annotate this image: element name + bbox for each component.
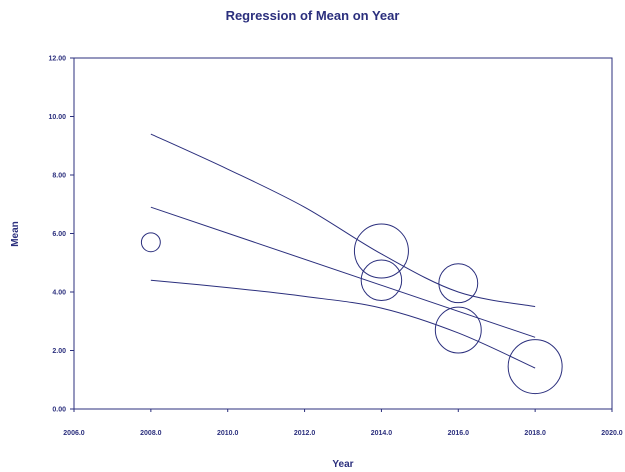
x-tick-label: 2018.0 [524, 430, 546, 437]
x-tick-label: 2006.0 [63, 430, 85, 437]
y-tick-label: 0.00 [52, 407, 66, 414]
y-axis-title: Mean [10, 221, 21, 247]
y-tick-label: 8.00 [52, 173, 66, 180]
data-point [438, 263, 479, 304]
regression-line [150, 206, 536, 338]
x-axis-title: Year [332, 459, 353, 470]
x-tick-label: 2012.0 [294, 430, 316, 437]
y-tick-label: 10.00 [48, 114, 66, 121]
y-tick-label: 12.00 [48, 56, 66, 63]
data-point [360, 259, 403, 302]
lower-confidence-band [150, 279, 536, 369]
chart-title: Regression of Mean on Year [225, 8, 400, 23]
x-tick-label: 2020.0 [601, 430, 623, 437]
data-point [507, 339, 563, 395]
confidence-bands [150, 133, 536, 369]
y-tick-label: 2.00 [52, 348, 66, 355]
data-point [140, 232, 161, 253]
y-tick-label: 6.00 [52, 231, 66, 238]
y-tick-label: 4.00 [52, 290, 66, 297]
data-point [434, 306, 482, 354]
x-tick-label: 2010.0 [217, 430, 239, 437]
upper-confidence-band [150, 133, 536, 308]
data-point [353, 223, 409, 279]
regression [150, 206, 536, 338]
x-tick-label: 2014.0 [371, 430, 393, 437]
x-axis-ticks: 2006.0 2008.0 2010.0 2012.0 2014.0 2016.0 2018… [63, 409, 623, 437]
y-axis-ticks: 0.00 2.00 4.00 6.00 8.00 10.00 12.00 [48, 56, 74, 414]
x-tick-label: 2016.0 [448, 430, 470, 437]
x-tick-label: 2008.0 [140, 430, 162, 437]
data-points [140, 223, 563, 395]
